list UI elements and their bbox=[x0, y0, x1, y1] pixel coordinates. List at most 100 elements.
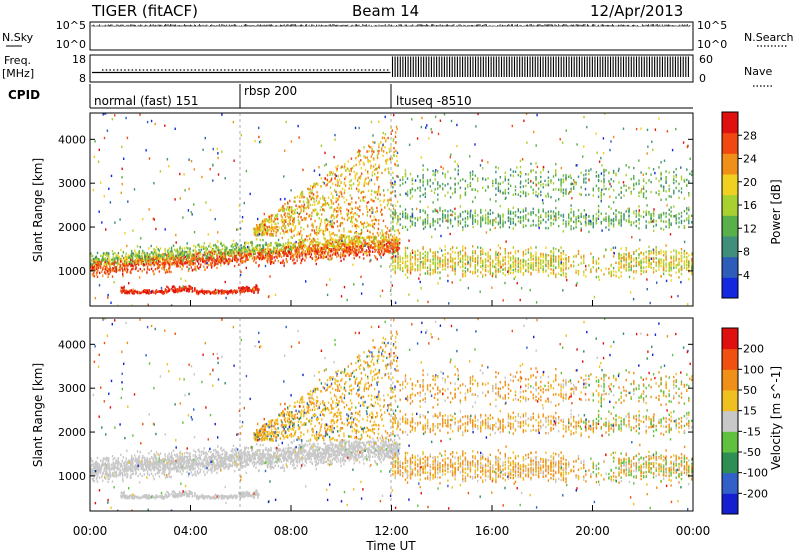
power-cell bbox=[91, 254, 94, 258]
power-cell bbox=[411, 177, 414, 180]
power-cell bbox=[369, 145, 371, 149]
power-cell bbox=[268, 215, 271, 219]
power-cell bbox=[406, 268, 409, 271]
power-cell bbox=[402, 266, 404, 270]
power-cell bbox=[264, 243, 267, 246]
power-cell bbox=[217, 240, 219, 243]
nave-label: Nave bbox=[744, 65, 772, 78]
power-cell bbox=[214, 292, 216, 295]
power-cell bbox=[319, 230, 321, 233]
power-cell bbox=[366, 210, 369, 214]
power-cell bbox=[97, 261, 99, 264]
power-cell bbox=[298, 246, 300, 249]
power-cell bbox=[289, 199, 291, 203]
power-cell bbox=[260, 254, 263, 258]
power-cell bbox=[194, 265, 196, 268]
power-cell bbox=[358, 181, 361, 184]
power-cell bbox=[220, 248, 222, 252]
power-cell bbox=[160, 254, 162, 257]
power-cell bbox=[356, 151, 359, 154]
power-cell bbox=[229, 290, 231, 293]
power-cell bbox=[156, 290, 158, 293]
power-cell bbox=[356, 254, 358, 257]
power-cell bbox=[181, 252, 183, 255]
power-cell bbox=[223, 243, 225, 247]
power-cell bbox=[302, 257, 304, 260]
power-cell bbox=[277, 244, 279, 247]
power-cell bbox=[331, 214, 333, 217]
power-cell bbox=[170, 251, 173, 255]
power-cell bbox=[190, 259, 192, 263]
power-cell bbox=[257, 287, 259, 291]
power-cell bbox=[113, 262, 115, 265]
power-cell bbox=[324, 237, 326, 241]
power-cell bbox=[191, 254, 194, 257]
power-cell bbox=[376, 190, 378, 194]
power-cell bbox=[341, 195, 343, 198]
power-cell bbox=[275, 231, 278, 234]
power-cell bbox=[344, 184, 347, 187]
power-cell bbox=[404, 174, 407, 178]
power-cell bbox=[287, 202, 289, 205]
power-cell bbox=[332, 238, 334, 241]
power-cell bbox=[385, 247, 388, 250]
power-cell bbox=[223, 255, 225, 258]
power-cell bbox=[360, 191, 362, 195]
power-cell bbox=[317, 254, 320, 257]
power-cell bbox=[206, 258, 208, 262]
power-cell bbox=[153, 248, 155, 251]
power-cell bbox=[93, 260, 95, 264]
power-cell bbox=[255, 284, 257, 287]
power-cell bbox=[198, 290, 201, 293]
power-cell bbox=[123, 256, 125, 260]
power-cell bbox=[350, 220, 352, 223]
power-cell bbox=[384, 206, 386, 209]
power-cell bbox=[399, 257, 401, 261]
power-cell bbox=[439, 206, 441, 210]
power-cell bbox=[275, 249, 278, 253]
power-cell bbox=[267, 246, 269, 249]
power-cell bbox=[383, 247, 386, 251]
power-cell bbox=[384, 235, 386, 238]
power-cell bbox=[349, 202, 351, 206]
power-cell bbox=[275, 255, 277, 258]
power-cell bbox=[110, 262, 113, 265]
power-cell bbox=[294, 225, 297, 228]
power-cell bbox=[367, 172, 369, 175]
power-cell bbox=[326, 239, 329, 242]
power-cell bbox=[237, 263, 240, 266]
power-cell bbox=[336, 167, 338, 171]
power-cell bbox=[349, 252, 351, 255]
power-cell bbox=[368, 254, 371, 257]
power-cell bbox=[355, 240, 357, 243]
power-cell bbox=[378, 164, 381, 167]
power-cell bbox=[185, 289, 188, 293]
power-cell bbox=[136, 257, 139, 260]
power-cell bbox=[386, 250, 388, 253]
power-cell bbox=[141, 255, 144, 258]
power-cell bbox=[288, 219, 291, 222]
power-cell bbox=[236, 249, 238, 253]
power-cell bbox=[244, 254, 246, 257]
power-cell bbox=[444, 258, 446, 261]
power-cell bbox=[309, 255, 312, 259]
power-cell bbox=[108, 263, 111, 266]
power-cell bbox=[327, 251, 329, 255]
power-cell bbox=[270, 262, 272, 265]
power-cell bbox=[257, 290, 259, 293]
power-cell bbox=[315, 228, 318, 231]
power-cell bbox=[402, 225, 404, 228]
power-cell bbox=[355, 156, 357, 160]
power-cell bbox=[234, 291, 237, 294]
power-cell bbox=[282, 229, 284, 232]
power-cell bbox=[255, 249, 257, 252]
power-cell bbox=[333, 252, 335, 255]
power-cell bbox=[341, 241, 343, 244]
power-cell bbox=[138, 258, 140, 261]
power-cell bbox=[429, 260, 431, 263]
power-cell bbox=[257, 230, 259, 233]
power-cell bbox=[297, 248, 299, 252]
power-cell bbox=[310, 198, 312, 201]
power-cell bbox=[300, 245, 302, 249]
power-cell bbox=[339, 242, 342, 245]
